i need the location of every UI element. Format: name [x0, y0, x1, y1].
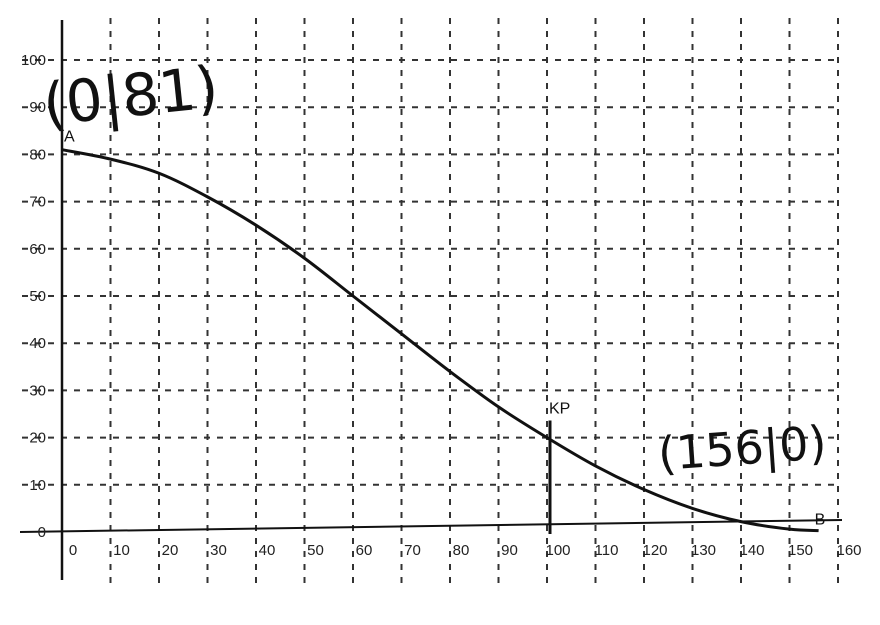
- x-tick-label: 20: [162, 542, 179, 559]
- x-tick-label: 30: [210, 542, 227, 559]
- y-tick-label: 90: [29, 99, 46, 116]
- handwritten-coordinate-a: (0|81): [40, 53, 222, 139]
- handwritten-coordinate-b: (156|0): [656, 415, 828, 482]
- x-tick-label: 70: [404, 542, 421, 559]
- point-label-b: B: [815, 512, 826, 529]
- x-axis: [19, 519, 843, 533]
- y-tick-label: 80: [29, 146, 46, 163]
- x-tick-label: 40: [259, 542, 276, 559]
- y-tick-label: 50: [29, 288, 46, 305]
- x-tick-label: 110: [595, 542, 619, 559]
- y-tick-label: 0: [38, 524, 46, 541]
- y-tick-label: 30: [29, 382, 46, 399]
- x-tick-label: 90: [501, 542, 518, 559]
- y-tick-label: 70: [29, 194, 46, 211]
- tick-labels: 0 10 20 30 40 50 60 70 80 90 100 110 120 130 140 150 160…: [21, 52, 862, 559]
- curve-layer: [61, 148, 819, 534]
- y-tick-label: 20: [29, 430, 46, 447]
- axes: [19, 20, 843, 580]
- point-labels: A B KP: [64, 129, 825, 529]
- x-tick-label: 60: [356, 542, 373, 559]
- x-tick-label: 140: [739, 542, 764, 559]
- point-label-a: A: [64, 129, 75, 146]
- series-line: [61, 148, 819, 533]
- x-tick-label: 10: [113, 542, 130, 559]
- x-tick-label: 0: [69, 542, 77, 559]
- kp-label: KP: [549, 400, 570, 417]
- y-tick-label: 10: [29, 477, 46, 494]
- x-tick-label: 120: [642, 542, 667, 559]
- grid: [22, 18, 839, 590]
- x-tick-label: 80: [453, 542, 470, 559]
- y-tick-label: 100: [21, 52, 46, 69]
- y-tick-label: 40: [29, 335, 46, 352]
- x-tick-label: 160: [836, 542, 861, 559]
- x-tick-label: 100: [545, 542, 570, 559]
- y-tick-label: 60: [29, 241, 46, 258]
- x-tick-label: 50: [307, 542, 324, 559]
- x-tick-label: 130: [691, 542, 716, 559]
- x-tick-label: 150: [788, 542, 813, 559]
